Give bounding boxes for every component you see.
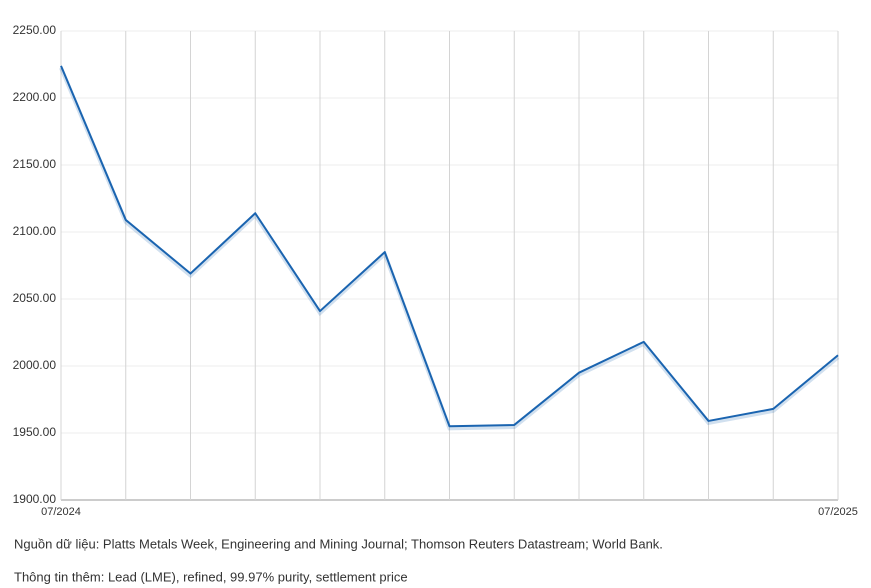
info-note: Thông tin thêm: Lead (LME), refined, 99.… <box>14 569 408 584</box>
y-tick-label: 2250.00 <box>13 23 57 37</box>
y-tick-label: 2200.00 <box>13 90 57 104</box>
y-tick-label: 1900.00 <box>13 492 57 506</box>
line <box>60 65 839 428</box>
y-tick-label: 2100.00 <box>13 224 57 238</box>
y-tick-label: 2150.00 <box>13 157 57 171</box>
y-tick-label: 2050.00 <box>13 291 57 305</box>
source-note: Nguồn dữ liệu: Platts Metals Week, Engin… <box>14 536 663 551</box>
y-tick-label: 1950.00 <box>13 425 57 439</box>
x-tick-label: 07/2024 <box>41 506 81 518</box>
x-tick-label: 07/2025 <box>818 506 858 518</box>
y-tick-label: 2000.00 <box>13 358 57 372</box>
line-shadow <box>59 67 840 431</box>
